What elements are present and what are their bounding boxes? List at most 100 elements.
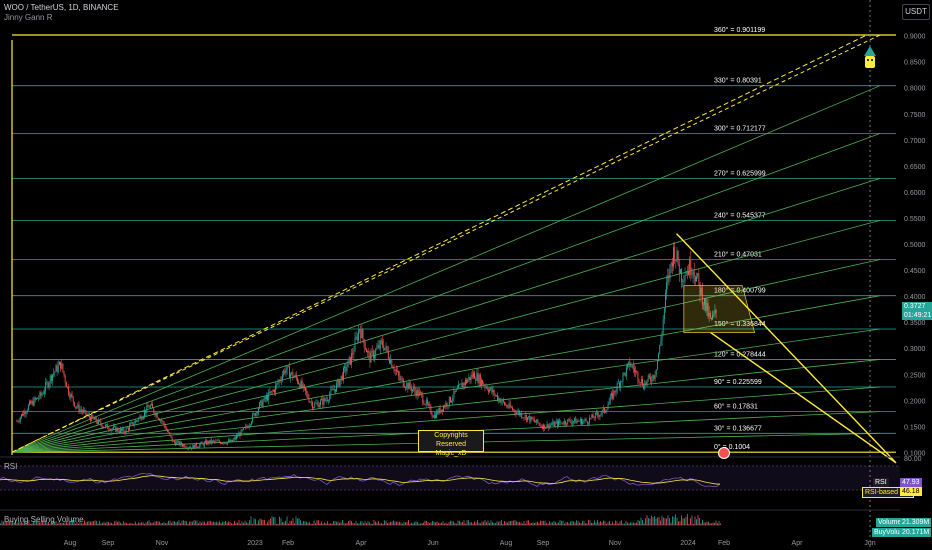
candle-body (26, 410, 28, 413)
candle-body (469, 377, 471, 381)
volume-bar (16, 522, 18, 525)
candle-body (635, 371, 637, 373)
volume-bar (454, 523, 456, 525)
volume-bar (603, 520, 604, 525)
candle-body (261, 400, 263, 407)
candle-body (671, 262, 673, 267)
currency-button[interactable]: USDT (902, 4, 930, 20)
candle-body (23, 411, 25, 416)
candle-body (409, 382, 411, 388)
candle-body (624, 372, 626, 376)
candle-body (100, 421, 102, 425)
candle-body (376, 347, 378, 350)
price-tick-label: 0.8000 (904, 86, 926, 93)
volume-bar (219, 521, 220, 525)
buyvolume-value: 20.171M (900, 528, 932, 537)
candle-body (42, 393, 44, 395)
buyvolume-tag: BuyVolume (872, 528, 912, 537)
candle-body (375, 349, 377, 356)
volume-bar (345, 523, 346, 525)
symbol-title[interactable]: WOO / TetherUS, 1D, BINANCE (4, 3, 119, 12)
volume-bar (468, 520, 469, 525)
candle-body (186, 447, 188, 449)
volume-bar (133, 523, 135, 525)
candle-body (597, 412, 599, 415)
volume-bar (435, 522, 436, 525)
volume-bar (489, 522, 490, 525)
volume-bar (688, 523, 690, 525)
candle-body (284, 370, 286, 374)
candle-body (239, 433, 241, 436)
candle-body (226, 441, 228, 445)
candle-body (18, 421, 20, 422)
volume-bar (702, 520, 703, 525)
candle-body (363, 339, 365, 348)
volume-bar (385, 520, 387, 525)
volume-bar (166, 522, 168, 525)
volume-bar (225, 520, 226, 525)
candle-body (146, 405, 148, 414)
volume-bar (21, 521, 22, 525)
candle-body (518, 411, 520, 415)
volume-bar (510, 520, 511, 525)
candle-body (80, 409, 82, 411)
candle-body (116, 428, 118, 432)
volume-bar (136, 523, 138, 525)
candle-body (218, 440, 220, 443)
volume-bar (187, 523, 189, 525)
candle-body (702, 304, 704, 306)
candle-body (592, 414, 594, 418)
candle-body (362, 329, 364, 340)
candle-body (247, 426, 249, 428)
volume-bar (604, 521, 606, 525)
volume-bar (528, 520, 529, 525)
candle-body (677, 250, 679, 265)
volume-bar (253, 518, 255, 525)
rsi-ma-label: RSI-based MA (865, 489, 911, 496)
volume-bar (252, 523, 253, 525)
gann-level-label: 240° = 0.545377 (714, 211, 766, 219)
volume-bar (235, 522, 237, 525)
volume-bar (39, 522, 40, 525)
candle-body (32, 400, 34, 406)
volume-bar (369, 522, 370, 525)
candle-body (315, 403, 317, 404)
time-tick-label: Jun (864, 540, 875, 547)
volume-bar (570, 521, 571, 525)
price-tick-label: 0.5500 (904, 216, 926, 223)
candle-body (392, 366, 394, 369)
volume-bar (526, 520, 528, 525)
volume-bar (90, 521, 91, 525)
candle-body (336, 383, 338, 392)
volume-bar (10, 521, 12, 525)
volume-bar (195, 520, 196, 525)
volume-bar (697, 515, 699, 525)
rsi-ma-line (0, 475, 721, 485)
volume-bar (709, 522, 711, 525)
candle-body (83, 410, 85, 413)
candle-body (37, 397, 39, 399)
candle-body (662, 319, 664, 334)
indicator-name[interactable]: Jinny Gann R (4, 13, 53, 22)
time-tick-label: Apr (356, 540, 368, 547)
candle-body (445, 403, 447, 408)
candle-body (497, 395, 499, 401)
volume-bar (615, 520, 616, 525)
candle-body (425, 400, 427, 405)
candle-body (333, 389, 335, 391)
candle-body (188, 447, 190, 449)
candle-body (44, 391, 45, 394)
volume-bar (112, 523, 114, 525)
volume-bar (625, 521, 627, 525)
volume-bar (657, 517, 658, 525)
gann-360-dashed-line (11, 34, 867, 453)
volume-bar (460, 522, 462, 525)
candle-body (528, 416, 530, 418)
copyright-line1: Copyrights Reserved (434, 432, 468, 448)
candle-body (150, 404, 152, 406)
candle-body (505, 404, 507, 406)
candle-body (693, 271, 695, 278)
volume-bar (120, 522, 121, 525)
candle-body (462, 382, 464, 388)
